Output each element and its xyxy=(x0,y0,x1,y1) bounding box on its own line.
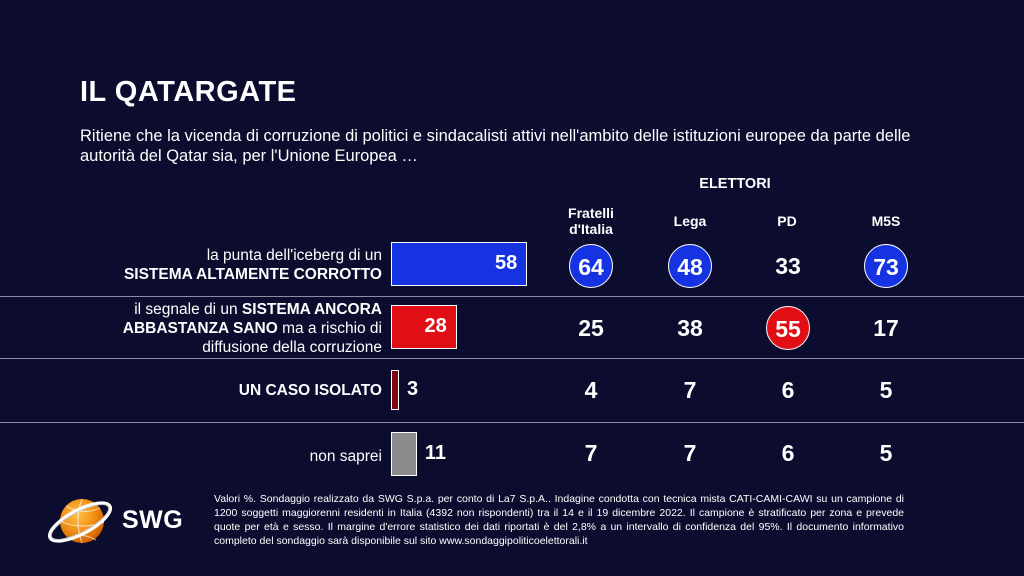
party-header-fdi-line1: Fratelli xyxy=(568,205,614,221)
elector-value-fdi-row-2: 25 xyxy=(578,315,604,341)
elector-value-pd-row-2: 55 xyxy=(766,306,810,350)
elector-value-pd-row-1: 33 xyxy=(775,253,801,279)
row-label-3-bold: UN CASO ISOLATO xyxy=(238,382,382,399)
row-divider xyxy=(0,358,1024,359)
bar-row-4 xyxy=(391,432,417,476)
elector-value-pd-row-3: 6 xyxy=(781,377,795,403)
elector-value-m5s-row-2: 17 xyxy=(873,315,899,341)
party-header-pd: PD xyxy=(777,213,797,229)
elector-value-fdi-row-4: 7 xyxy=(584,440,598,466)
row-label-4: non saprei xyxy=(309,448,382,465)
elector-value-lega-row-4: 7 xyxy=(683,440,697,466)
elector-value-lega-row-3: 7 xyxy=(683,377,697,403)
party-header-fdi-line2: d'Italia xyxy=(569,221,613,237)
row-label-1: la punta dell'iceberg di un SISTEMA ALTA… xyxy=(124,246,382,284)
elector-value-pd-row-4: 6 xyxy=(781,440,795,466)
elector-value-lega-row-1: 48 xyxy=(668,244,712,288)
elector-value-m5s-row-4: 5 xyxy=(879,440,893,466)
party-header-m5s: M5S xyxy=(871,213,901,229)
row-label-3: UN CASO ISOLATO xyxy=(239,381,382,400)
bar-value-row-4: 11 xyxy=(424,442,446,464)
row-label-1-line1: la punta dell'iceberg di un xyxy=(206,247,382,264)
elector-value-m5s-row-1: 73 xyxy=(864,244,908,288)
party-header-fdi: Fratelli d'Italia xyxy=(546,205,636,237)
row-label-2-a-bold: SISTEMA ANCORA xyxy=(241,301,382,318)
bar-row-2 xyxy=(391,305,457,349)
row-label-2-b: ma a rischio di xyxy=(277,320,382,337)
bar-row-1 xyxy=(391,242,528,286)
row-divider xyxy=(0,296,1024,297)
bar-row-3 xyxy=(391,370,399,410)
row-label-2-c: diffusione della corruzione xyxy=(202,339,382,356)
row-label-2: il segnale di un SISTEMA ANCORA ABBASTAN… xyxy=(123,300,382,357)
elector-value-fdi-row-3: 4 xyxy=(584,377,598,403)
page-title: IL QATARGATE xyxy=(80,76,297,108)
row-label-1-line2: SISTEMA ALTAMENTE CORROTTO xyxy=(123,266,382,283)
elector-value-lega-row-2: 38 xyxy=(677,315,703,341)
swg-globe-logo-icon xyxy=(47,498,113,544)
row-divider xyxy=(0,422,1024,423)
party-header-lega: Lega xyxy=(673,213,707,229)
row-label-2-a: il segnale di un xyxy=(134,301,242,318)
question-text: Ritiene che la vicenda di corruzione di … xyxy=(80,127,911,165)
swg-logo-text: SWG xyxy=(122,506,184,534)
row-label-2-b-bold: ABBASTANZA SANO xyxy=(122,320,278,337)
elector-value-fdi-row-1: 64 xyxy=(569,244,613,288)
elector-value-m5s-row-3: 5 xyxy=(879,377,893,403)
electors-header: ELETTORI xyxy=(699,176,771,192)
bar-value-row-1: 58 xyxy=(495,252,518,274)
methodology-note: Valori %. Sondaggio realizzato da SWG S.… xyxy=(214,493,904,547)
bar-value-row-3: 3 xyxy=(407,378,419,400)
bar-value-row-2: 28 xyxy=(424,315,447,337)
